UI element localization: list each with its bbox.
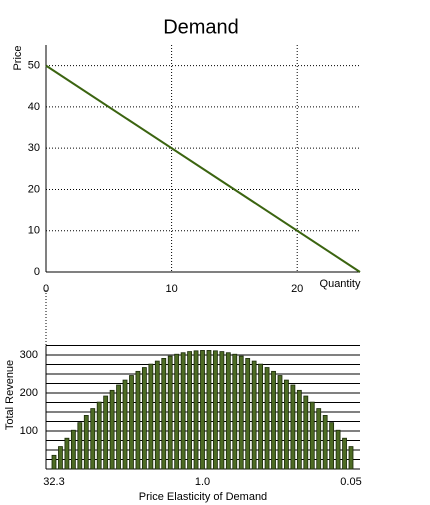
bar: [290, 384, 296, 470]
y-axis-label: Total Revenue: [4, 360, 16, 430]
bar: [206, 350, 212, 470]
bar: [271, 370, 276, 470]
bar: [77, 422, 83, 470]
y-tick-label: 40: [28, 101, 40, 113]
bar: [109, 389, 115, 470]
bar: [193, 350, 199, 470]
bar: [309, 401, 315, 470]
bar: [245, 358, 251, 470]
x-axis-label: Quantity: [320, 278, 361, 290]
bar: [284, 379, 289, 470]
bar: [277, 375, 283, 470]
bar: [58, 446, 63, 470]
bar: [51, 454, 57, 470]
y-tick-label: 300: [20, 349, 38, 361]
bar: [129, 375, 134, 470]
bar: [180, 352, 186, 470]
bar: [303, 395, 309, 470]
bar: [90, 408, 96, 470]
bar: [342, 437, 347, 470]
x-tick-label: 10: [165, 283, 177, 295]
bar: [225, 352, 231, 470]
bar: [103, 395, 109, 470]
bar: [148, 363, 154, 470]
y-tick-label: 50: [28, 60, 40, 72]
bar: [135, 370, 141, 470]
bar: [232, 353, 238, 470]
bar: [167, 355, 173, 470]
bar: [200, 350, 205, 470]
y-axis-label: Price: [12, 45, 24, 70]
y-tick-label: 10: [28, 225, 40, 237]
bar: [174, 353, 180, 470]
bar: [322, 415, 328, 470]
bar: [258, 363, 264, 470]
bar: [213, 350, 218, 470]
chart-title: Demand: [163, 16, 239, 38]
bar: [264, 367, 270, 470]
bar: [161, 358, 167, 470]
bar: [122, 379, 128, 470]
bar: [348, 446, 354, 470]
x-axis-label: Price Elasticity of Demand: [139, 491, 267, 503]
bar: [316, 408, 322, 470]
bar: [251, 360, 257, 470]
x-tick-label: 20: [291, 283, 303, 295]
bar: [64, 437, 70, 470]
y-tick-label: 20: [28, 183, 40, 195]
x-tick-label: 0.05: [340, 476, 361, 488]
x-tick-label: 0: [43, 283, 49, 295]
bar: [83, 415, 89, 470]
x-tick-label: 32.3: [43, 476, 64, 488]
y-tick-label: 200: [20, 387, 38, 399]
bar: [335, 429, 341, 470]
bar: [116, 384, 121, 470]
y-tick-label: 30: [28, 142, 40, 154]
bar: [141, 367, 147, 470]
bar: [329, 422, 335, 470]
demand-line: [45, 64, 361, 273]
bar: [296, 389, 302, 470]
bar: [187, 351, 192, 470]
y-tick-label: 100: [20, 425, 38, 437]
bar: [70, 429, 76, 470]
bar: [154, 360, 160, 470]
x-tick-label: 1.0: [195, 476, 210, 488]
bar: [219, 351, 225, 470]
bar: [238, 355, 244, 470]
y-tick-label: 0: [34, 266, 40, 278]
bar: [96, 401, 102, 470]
